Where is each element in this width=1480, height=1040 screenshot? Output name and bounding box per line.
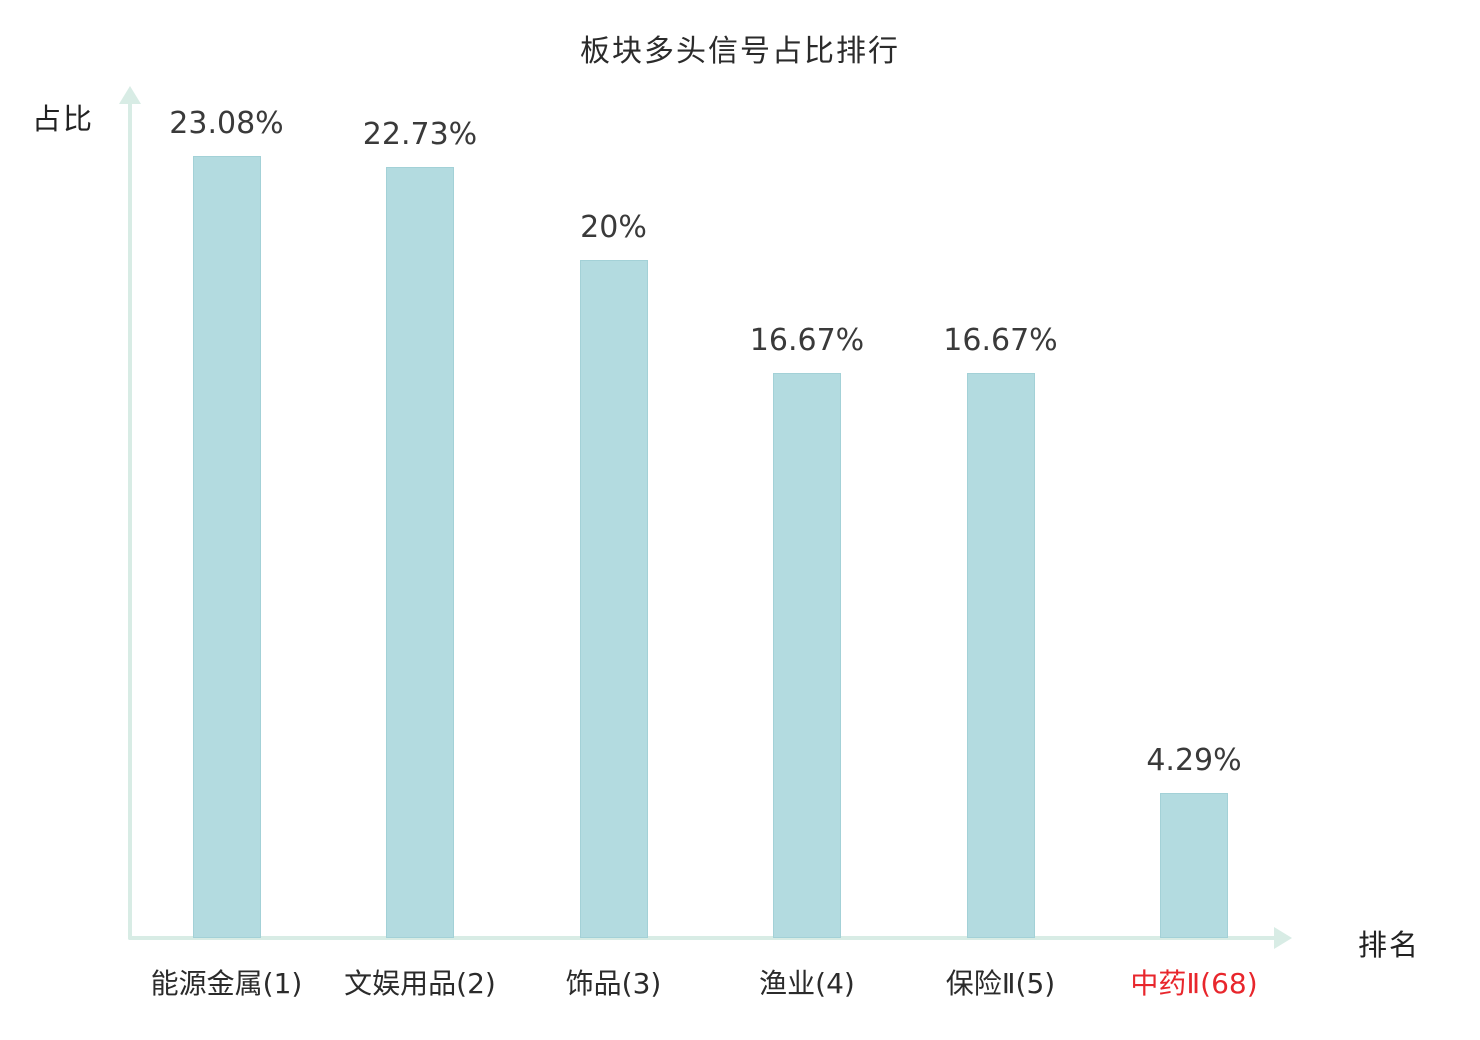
x-axis-line	[128, 936, 1278, 940]
bar-value-label: 16.67%	[749, 323, 865, 358]
bar	[773, 373, 841, 938]
bar-value-label: 22.73%	[362, 117, 478, 152]
y-axis-line	[128, 100, 132, 940]
bar-value-label: 4.29%	[1146, 743, 1242, 778]
x-axis-arrow-icon	[1274, 927, 1292, 949]
x-axis-label: 排名	[1358, 928, 1421, 962]
y-axis-arrow-icon	[119, 86, 141, 104]
bar-value-label: 23.08%	[169, 106, 284, 141]
bar-category-label: 能源金属(1)	[150, 967, 303, 1000]
bar-value-label: 20%	[580, 210, 647, 245]
bar	[1160, 793, 1228, 938]
bar-category-label: 保险Ⅱ(5)	[945, 967, 1056, 1000]
bar	[579, 260, 648, 938]
bar	[192, 156, 261, 938]
chart-title: 板块多头信号占比排行	[580, 34, 900, 69]
bar-category-label: 中药Ⅱ(68)	[1130, 967, 1258, 1000]
y-axis-label: 占比	[32, 102, 95, 136]
bar-category-label: 渔业(4)	[759, 967, 855, 1000]
bar-category-label: 饰品(3)	[565, 967, 662, 1000]
bar-value-label: 16.67%	[943, 323, 1058, 358]
bar	[966, 373, 1035, 938]
bar	[386, 167, 454, 938]
bar-category-label: 文娱用品(2)	[344, 967, 496, 1000]
